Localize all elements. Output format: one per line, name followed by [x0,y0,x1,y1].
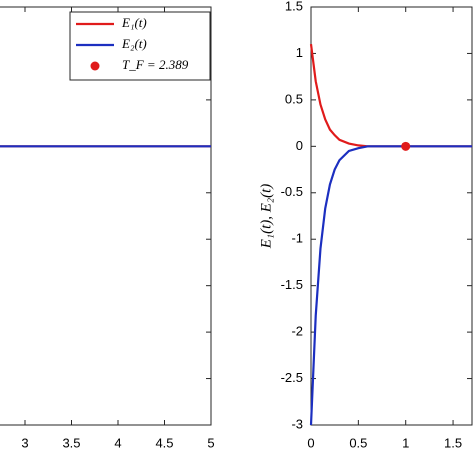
y-tick-label: 0.5 [285,91,303,106]
legend-label: E₁(t) [121,15,147,30]
point-marker [401,141,411,151]
y-tick-label: -1 [291,231,303,246]
x-tick-label: 3 [21,435,28,450]
x-tick-label: 0.5 [349,435,367,450]
y-tick-label: -1.5 [281,277,303,292]
legend-swatch [90,61,100,71]
y-tick-label: 1 [296,45,303,60]
y-tick-label: 1.5 [285,0,303,13]
y-tick-label: -0.5 [281,184,303,199]
x-tick-label: 1.5 [444,435,462,450]
legend-label: T_F = 2.389 [122,57,189,72]
x-tick-label: 4.5 [155,435,173,450]
x-tick-label: 0 [307,435,314,450]
plot-frame [310,6,473,426]
plot-frame [0,6,212,426]
x-tick-label: 4 [114,435,121,450]
x-tick-label: 1 [402,435,409,450]
y-tick-label: -2 [291,324,303,339]
x-tick-label: 3.5 [62,435,80,450]
legend-label: E₂(t) [121,36,147,51]
y-tick-label: -3 [291,416,303,431]
y-axis-label: E₁(t), E₂(t) [258,184,274,250]
x-tick-label: 5 [207,435,214,450]
y-tick-label: 0 [296,138,303,153]
series-line [309,44,472,148]
y-tick-label: -2.5 [281,370,303,385]
series-line [309,145,472,426]
